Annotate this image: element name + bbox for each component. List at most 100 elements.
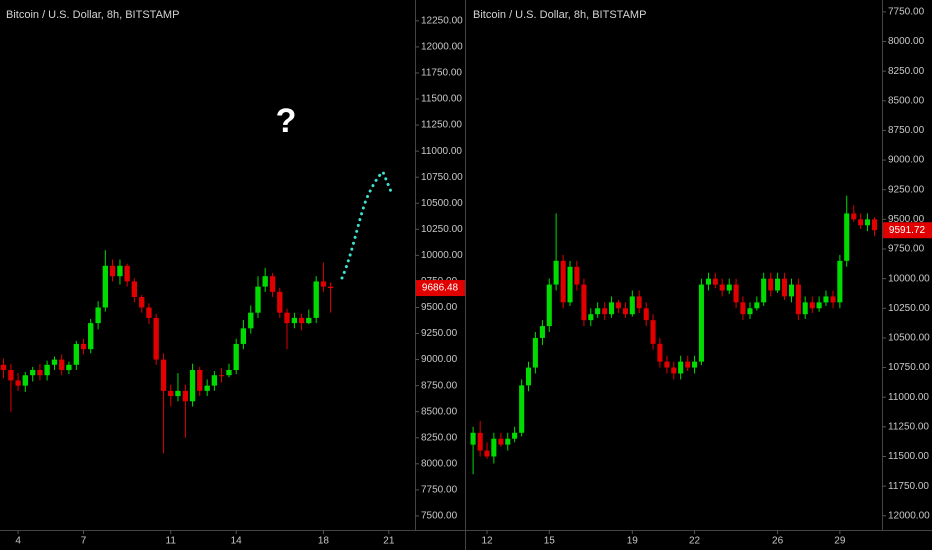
candle-body <box>858 219 864 226</box>
candle-body <box>160 359 167 391</box>
last-price-label: 9591.72 <box>889 225 926 236</box>
candle-body <box>117 265 123 277</box>
candle-body <box>240 328 247 344</box>
candle-body <box>781 278 787 297</box>
candle-body <box>525 367 532 386</box>
last-price-label: 9686.48 <box>422 283 459 294</box>
y-tick-label: 7500.00 <box>421 511 458 522</box>
candle-body <box>768 278 774 291</box>
y-tick-label: 10250.00 <box>888 303 930 314</box>
chart-title: Bitcoin / U.S. Dollar, 8h, BITSTAMP <box>6 9 179 21</box>
candle-body <box>277 291 283 313</box>
x-tick-label: 22 <box>689 536 701 547</box>
y-tick-label: 9000.00 <box>888 155 925 166</box>
candle-body <box>269 276 276 292</box>
candle-body <box>650 320 656 344</box>
y-tick-label: 10250.00 <box>421 224 463 235</box>
x-tick-label: 26 <box>772 536 784 547</box>
candle-body <box>560 260 566 303</box>
candle-body <box>788 284 795 297</box>
y-tick-label: 10750.00 <box>888 362 930 373</box>
candle-body <box>588 314 594 321</box>
candle-body <box>726 284 732 291</box>
y-tick-label: 11500.00 <box>888 451 929 462</box>
candle-body <box>15 380 21 386</box>
candle-body <box>139 297 145 308</box>
y-tick-label: 8250.00 <box>888 66 925 77</box>
candle-body <box>109 265 116 277</box>
candle-body <box>51 359 58 365</box>
y-tick-label: 12000.00 <box>421 42 463 53</box>
candle-body <box>477 432 483 451</box>
x-tick-label: 18 <box>318 536 330 547</box>
y-tick-label: 8750.00 <box>421 380 458 391</box>
candle-body <box>657 343 663 362</box>
y-tick-label: 10500.00 <box>421 198 463 209</box>
candle-body <box>574 266 580 285</box>
y-tick-label: 8500.00 <box>888 95 925 106</box>
candle-body <box>248 312 254 329</box>
candle-body <box>581 284 587 321</box>
candle-body <box>95 307 101 324</box>
candle-body <box>698 284 704 362</box>
candle-body <box>595 308 601 315</box>
candle-body <box>233 343 239 371</box>
x-tick-label: 19 <box>627 536 639 547</box>
candle-body <box>226 370 232 376</box>
y-tick-label: 9500.00 <box>888 214 925 225</box>
annotation: ? <box>276 102 297 140</box>
candle-body <box>66 364 72 371</box>
candle-body <box>37 370 43 376</box>
y-tick-label: 8000.00 <box>888 36 925 47</box>
candle-body <box>712 278 718 285</box>
y-tick-label: 8750.00 <box>888 125 925 136</box>
candle-body <box>719 284 725 291</box>
candle-body <box>22 375 28 386</box>
y-tick-label: 7750.00 <box>421 485 458 496</box>
candle-body <box>609 302 615 315</box>
candle-body <box>59 359 65 371</box>
y-tick-label: 11500.00 <box>421 94 462 105</box>
candle-body <box>615 302 621 309</box>
candle-body <box>306 317 312 324</box>
candle-body <box>802 302 808 315</box>
candle-body <box>685 361 691 368</box>
y-tick-label: 9250.00 <box>888 184 925 195</box>
candle-body <box>255 286 261 313</box>
candle-body <box>532 337 538 368</box>
y-tick-label: 11750.00 <box>421 68 462 79</box>
candle-body <box>175 390 181 397</box>
candle-body <box>211 375 218 386</box>
candle-body <box>816 302 822 309</box>
x-tick-label: 12 <box>481 536 493 547</box>
chart-title: Bitcoin / U.S. Dollar, 8h, BITSTAMP <box>473 9 646 21</box>
candle-body <box>88 323 94 350</box>
candle-body <box>692 361 698 368</box>
candle-body <box>491 438 497 457</box>
y-tick-label: 12000.00 <box>888 510 930 521</box>
candle-body <box>168 390 174 397</box>
candle-body <box>470 432 476 445</box>
candle-body <box>629 296 635 315</box>
candle-body <box>871 219 878 231</box>
y-tick-label: 9750.00 <box>888 244 925 255</box>
candle-body <box>761 278 767 303</box>
candle-body <box>512 432 518 439</box>
candle-body <box>553 260 559 285</box>
candle-body <box>284 312 290 324</box>
candle-body <box>678 361 684 374</box>
candle-body <box>131 281 138 298</box>
y-tick-label: 9250.00 <box>421 328 458 339</box>
x-tick-label: 29 <box>834 536 846 547</box>
last-price-tag <box>416 280 465 297</box>
y-tick-label: 10750.00 <box>421 172 463 183</box>
candle-body <box>320 281 327 287</box>
candle-body <box>830 296 836 303</box>
x-tick-label: 4 <box>15 536 21 547</box>
candle-body <box>775 278 781 291</box>
candle-body <box>851 213 857 220</box>
candle-body <box>636 296 642 309</box>
y-tick-label: 11000.00 <box>888 392 929 403</box>
